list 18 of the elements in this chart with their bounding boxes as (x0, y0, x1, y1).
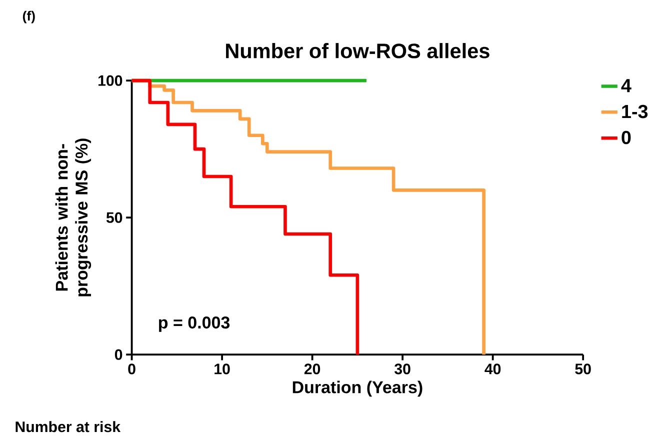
annotation: p = 0.003 (159, 316, 230, 332)
text: (f) (22, 11, 35, 24)
x-tick-label: 0 (128, 364, 136, 375)
text: Number at risk (16, 421, 121, 432)
legend-label: 1-3 (622, 105, 648, 118)
legend-label: 4 (621, 79, 632, 92)
y-axis-title: Patients with non-progressive MS (%) (55, 138, 92, 296)
x-tick-label: 10 (214, 364, 230, 375)
x-axis-title: Duration (Years) (292, 381, 422, 397)
y-tick-label: 0 (114, 349, 122, 360)
x-tick-label: 30 (394, 364, 410, 375)
legend-label: 0 (622, 131, 631, 144)
x-tick-label: 20 (304, 364, 320, 375)
chart-title: Number of low-ROS alleles (226, 43, 490, 59)
y-tick-label: 50 (106, 212, 122, 224)
x-tick-label: 50 (575, 364, 591, 375)
y-tick-label: 100 (98, 75, 122, 86)
x-tick-label: 40 (484, 364, 501, 375)
